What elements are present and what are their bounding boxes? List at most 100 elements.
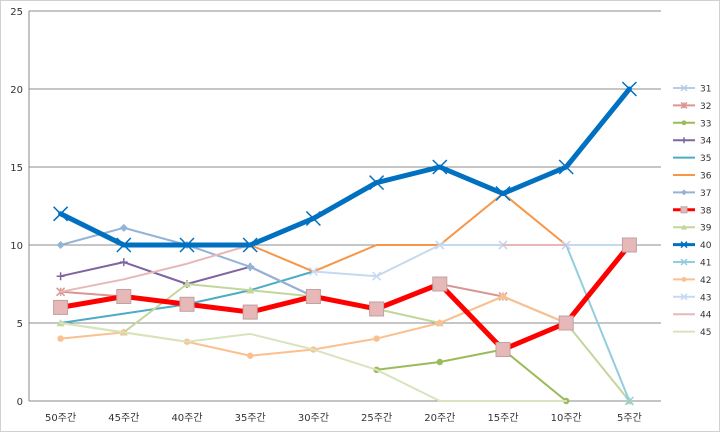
data-point bbox=[183, 280, 191, 288]
data-point bbox=[436, 319, 443, 327]
data-point bbox=[558, 315, 574, 331]
data-point bbox=[305, 210, 321, 227]
data-point bbox=[242, 237, 258, 253]
data-point bbox=[242, 304, 258, 320]
legend-label: 32 bbox=[700, 102, 711, 112]
series-43 bbox=[308, 240, 634, 281]
legend-item: 39 bbox=[673, 224, 712, 234]
series-line bbox=[375, 348, 568, 402]
legend-label: 31 bbox=[700, 85, 711, 95]
data-point bbox=[681, 137, 687, 144]
y-tick-label: 5 bbox=[17, 319, 23, 330]
legend-label: 38 bbox=[700, 206, 712, 216]
legend-item: 31 bbox=[673, 84, 711, 95]
series-line bbox=[58, 86, 632, 248]
data-point bbox=[305, 288, 321, 304]
legend-item: 45 bbox=[673, 328, 711, 338]
data-point bbox=[247, 352, 254, 359]
legend-item: 42 bbox=[673, 276, 711, 286]
series-40 bbox=[53, 81, 637, 253]
data-point bbox=[435, 240, 445, 250]
data-point bbox=[495, 185, 511, 202]
data-point bbox=[119, 258, 128, 267]
data-point bbox=[372, 271, 382, 281]
legend-label: 34 bbox=[700, 137, 712, 147]
data-point bbox=[432, 159, 448, 175]
legend-label: 42 bbox=[700, 276, 711, 286]
series-44 bbox=[59, 244, 568, 293]
legend-label: 40 bbox=[700, 241, 712, 251]
data-point bbox=[116, 288, 132, 304]
y-tick-label: 0 bbox=[17, 397, 23, 408]
x-tick-label: 30주간 bbox=[298, 412, 329, 424]
legend-label: 39 bbox=[700, 224, 712, 234]
legend-item: 43 bbox=[673, 293, 711, 303]
series-line bbox=[58, 242, 632, 353]
legend-label: 37 bbox=[700, 189, 711, 199]
legend-item: 37 bbox=[673, 189, 711, 199]
data-point bbox=[499, 293, 507, 300]
series-33 bbox=[373, 346, 570, 405]
data-point bbox=[246, 262, 255, 271]
x-tick-label: 10주간 bbox=[551, 412, 582, 424]
y-tick-label: 20 bbox=[10, 85, 23, 96]
data-point bbox=[558, 159, 574, 175]
data-point bbox=[680, 101, 688, 109]
x-tick-label: 25주간 bbox=[361, 412, 392, 424]
data-point bbox=[246, 286, 255, 294]
legend-label: 41 bbox=[700, 259, 711, 269]
y-tick-label: 15 bbox=[10, 163, 23, 174]
x-tick-label: 5주간 bbox=[617, 412, 642, 424]
data-point bbox=[57, 335, 64, 342]
data-point bbox=[495, 342, 511, 358]
data-point bbox=[119, 223, 128, 232]
series-line bbox=[59, 244, 252, 293]
y-tick-label: 25 bbox=[10, 7, 23, 18]
legend-item: 32 bbox=[673, 101, 711, 112]
data-point bbox=[436, 358, 443, 366]
legend-item: 35 bbox=[673, 154, 711, 164]
data-point bbox=[56, 272, 65, 281]
legend-label: 45 bbox=[700, 328, 711, 338]
data-point bbox=[680, 293, 688, 301]
series-line bbox=[59, 322, 568, 402]
x-tick-label: 20주간 bbox=[424, 412, 455, 424]
x-tick-label: 35주간 bbox=[235, 412, 266, 424]
data-point bbox=[373, 335, 380, 342]
data-point bbox=[432, 276, 448, 292]
data-point bbox=[680, 241, 688, 249]
y-tick-label: 10 bbox=[10, 241, 23, 252]
legend-item: 40 bbox=[673, 241, 712, 251]
legend-label: 36 bbox=[700, 172, 712, 182]
data-point bbox=[680, 258, 688, 266]
data-point bbox=[56, 241, 65, 249]
data-point bbox=[681, 120, 687, 126]
data-point bbox=[116, 237, 132, 253]
data-point bbox=[369, 175, 385, 191]
legend-label: 44 bbox=[700, 311, 712, 321]
legend-item: 34 bbox=[673, 137, 712, 147]
data-point bbox=[308, 266, 318, 277]
series-38 bbox=[53, 237, 637, 358]
series-45 bbox=[59, 322, 568, 402]
legend-label: 35 bbox=[700, 154, 711, 164]
x-tick-label: 45주간 bbox=[108, 412, 139, 424]
legend-item: 33 bbox=[673, 119, 711, 129]
data-point bbox=[624, 396, 634, 406]
series-line bbox=[312, 244, 631, 278]
data-point bbox=[179, 296, 195, 312]
x-tick-label: 40주간 bbox=[171, 412, 202, 424]
data-point bbox=[179, 237, 195, 253]
data-point bbox=[681, 224, 687, 230]
data-point bbox=[53, 299, 69, 315]
legend: 31 32 33 34 35 36 37 38 39 40 41 42 43 44 45 bbox=[673, 84, 712, 338]
legend-item: 44 bbox=[673, 311, 712, 321]
data-point bbox=[681, 189, 687, 196]
data-point bbox=[621, 237, 637, 253]
data-point bbox=[621, 81, 637, 97]
data-point bbox=[680, 206, 688, 214]
data-point bbox=[680, 84, 688, 92]
data-point bbox=[53, 206, 69, 222]
